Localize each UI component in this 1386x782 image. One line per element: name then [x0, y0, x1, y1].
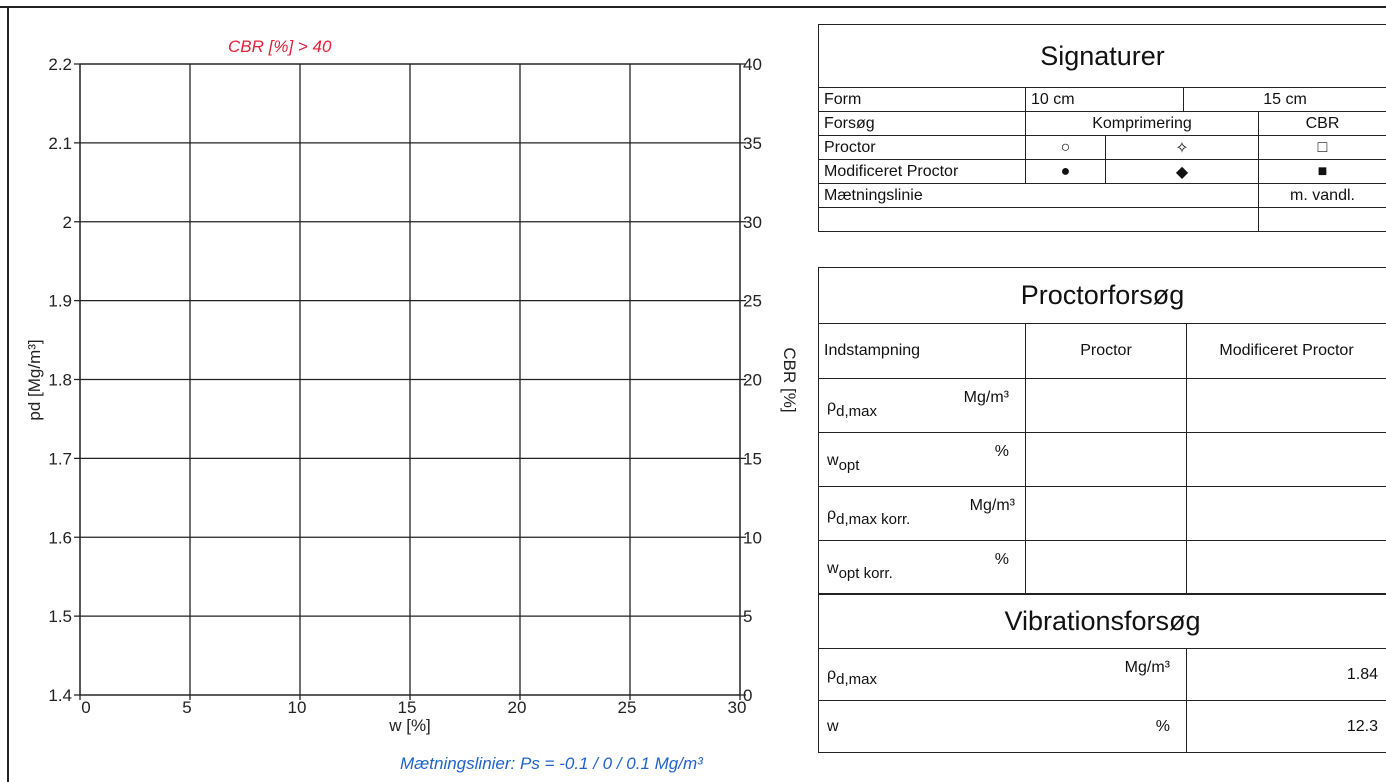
- y-right-tick-label: 40: [743, 55, 762, 74]
- signaturer-title: Signaturer: [817, 24, 1386, 88]
- x-axis-label: w [%]: [388, 716, 431, 735]
- forsog-label: Forsøg: [818, 111, 1026, 136]
- cbr-threshold-annotation: CBR [%] > 40: [228, 37, 332, 56]
- y-left-tick-label: 1.7: [48, 449, 72, 468]
- open-star-icon: ✧: [1105, 135, 1259, 160]
- proctor-value-cell[interactable]: [1025, 432, 1187, 487]
- signaturer-table: Signaturer Form 10 cm 15 cm Forsøg Kompr…: [817, 24, 1386, 232]
- m-vandl-label: m. vandl.: [1257, 183, 1386, 208]
- y-right-tick-label: 15: [743, 449, 762, 468]
- y-right-tick-label: 35: [743, 134, 762, 153]
- y-left-tick-label: 2.1: [48, 134, 72, 153]
- proctorforsog-title: Proctorforsøg: [817, 267, 1386, 324]
- empty-cell: [1257, 207, 1386, 232]
- y-left-tick-label: 1.9: [48, 292, 72, 311]
- rho-subscript: d,max: [836, 403, 877, 420]
- unit-label: %: [1155, 718, 1170, 735]
- x-tick-label: 15: [398, 698, 417, 717]
- y-left-tick-label: 1.4: [48, 686, 72, 705]
- w-subscript: opt: [838, 457, 860, 474]
- x-tick-label: 30: [728, 698, 747, 717]
- rho-dmax-row-label: ρd,max Mg/m³: [818, 378, 1026, 433]
- form-label: Form: [818, 87, 1026, 112]
- proctor-value-cell[interactable]: [1025, 486, 1187, 541]
- unit-label: Mg/m³: [1124, 659, 1170, 676]
- x-tick-label: 25: [618, 698, 637, 717]
- saturation-lines-note: Mætningslinier: Ps = -0.1 / 0 / 0.1 Mg/m…: [400, 754, 704, 773]
- y-left-tick-label: 1.5: [48, 607, 72, 626]
- y-left-tick-label: 1.6: [48, 528, 72, 547]
- cbr-label: CBR: [1257, 111, 1386, 136]
- rho-subscript: d,max korr.: [836, 511, 911, 528]
- vib-w-value: 12.3: [1186, 700, 1386, 753]
- frame-top-border: [0, 6, 1386, 8]
- w-opt-korr-row-label: wopt korr. %: [818, 540, 1026, 595]
- y-right-tick-label: 20: [743, 371, 762, 390]
- rho-symbol: ρ: [827, 666, 837, 683]
- modproctor-value-cell[interactable]: [1185, 378, 1386, 433]
- empty-cell: [818, 207, 1259, 232]
- unit-label: %: [994, 551, 1009, 568]
- komprimering-label: Komprimering: [1025, 111, 1259, 136]
- w-symbol: w: [827, 452, 839, 469]
- open-square-icon: □: [1257, 135, 1386, 160]
- y-left-axis-label: pd [Mg/m³]: [25, 339, 44, 420]
- compaction-chart: 2.2 2.1 2 1.9 1.8 1.7 1.6 1.5 1.4 40 35 30 25 20 15 10 5…: [25, 37, 799, 773]
- rho-symbol: ρ: [827, 506, 837, 523]
- y-left-tick-label: 2.2: [48, 55, 72, 74]
- unit-label: %: [994, 443, 1009, 460]
- plot-area-border: [79, 63, 741, 696]
- x-tick-label: 10: [288, 698, 307, 717]
- proctor-value-cell[interactable]: [1025, 540, 1187, 595]
- w-subscript: opt korr.: [838, 565, 893, 582]
- y-right-axis-label: CBR [%]: [780, 347, 799, 412]
- vib-w-row-label: w %: [818, 700, 1187, 753]
- y-right-tick-label: 25: [743, 292, 762, 311]
- unit-label: Mg/m³: [969, 497, 1015, 514]
- form-15cm: 15 cm: [1182, 87, 1386, 112]
- y-right-tick-label: 10: [743, 528, 762, 547]
- vibrationsforsog-table: Vibrationsforsøg ρd,max Mg/m³ 1.84 w % 1…: [818, 593, 1386, 753]
- w-symbol: w: [827, 718, 839, 735]
- vib-rho-dmax-row-label: ρd,max Mg/m³: [818, 648, 1187, 701]
- filled-circle-icon: ●: [1025, 159, 1106, 184]
- filled-diamond-icon: ◆: [1105, 159, 1259, 184]
- y-right-tick-label: 5: [743, 607, 752, 626]
- proctor-value-cell[interactable]: [1025, 378, 1187, 433]
- x-tick-label: 5: [182, 698, 191, 717]
- maetningslinie-label: Mætningslinie: [818, 183, 1259, 208]
- unit-label: Mg/m³: [963, 389, 1009, 406]
- col-modproctor-header: Modificeret Proctor: [1185, 323, 1386, 379]
- y-left-tick-label: 1.8: [48, 371, 72, 390]
- form-10cm: 10 cm: [1025, 87, 1184, 112]
- y-left-tick-label: 2: [63, 213, 72, 232]
- col-proctor-header: Proctor: [1025, 323, 1187, 379]
- rho-subscript: d,max: [836, 671, 877, 688]
- w-symbol: w: [827, 560, 839, 577]
- x-tick-label: 0: [81, 698, 90, 717]
- x-tick-label: 20: [508, 698, 527, 717]
- vibrationsforsog-title: Vibrationsforsøg: [818, 593, 1386, 649]
- modproctor-value-cell[interactable]: [1185, 432, 1386, 487]
- modproctor-label: Modificeret Proctor: [818, 159, 1026, 184]
- rho-symbol: ρ: [827, 398, 837, 415]
- modproctor-value-cell[interactable]: [1185, 486, 1386, 541]
- vib-rho-value: 1.84: [1186, 648, 1386, 701]
- frame-left-border: [7, 6, 9, 782]
- indstampning-label: Indstampning: [818, 323, 1026, 379]
- rho-dmax-korr-row-label: ρd,max korr. Mg/m³: [818, 486, 1026, 541]
- w-opt-row-label: wopt %: [818, 432, 1026, 487]
- proctorforsog-table: Proctorforsøg Indstampning Proctor Modif…: [817, 267, 1386, 595]
- proctor-label: Proctor: [818, 135, 1026, 160]
- y-right-tick-label: 30: [743, 213, 762, 232]
- y-right-tick-label: 0: [743, 686, 752, 705]
- filled-square-icon: ■: [1257, 159, 1386, 184]
- open-circle-icon: ○: [1025, 135, 1106, 160]
- modproctor-value-cell[interactable]: [1185, 540, 1386, 595]
